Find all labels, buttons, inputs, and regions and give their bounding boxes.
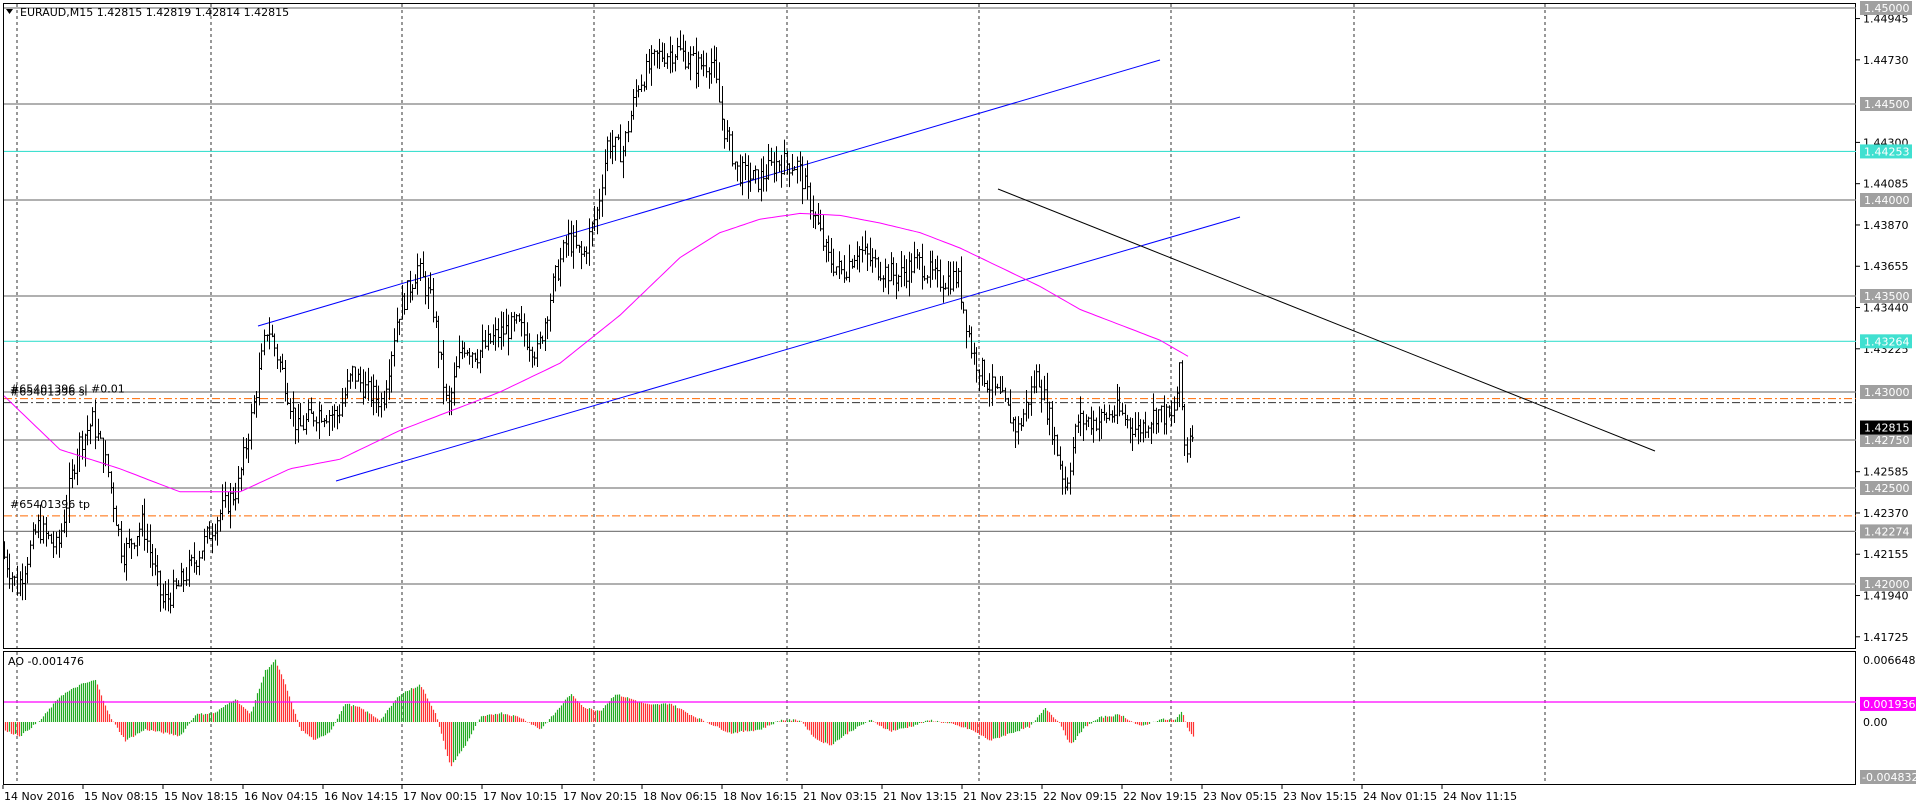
price-tick-label: 1.43870 [1863,219,1909,232]
price-level-badge [1860,193,1912,207]
ao-level-badge [1860,696,1916,711]
price-level-label: 1.42750 [1864,434,1910,447]
time-tick-label: 18 Nov 06:15 [643,790,717,803]
current-price-badge [1860,420,1912,435]
take-profit-label: #65401396 tp [10,498,90,511]
stop-loss-label-short: #65401396 sl [10,386,88,399]
time-axis-labels: 14 Nov 2016 15 Nov 08:15 15 Nov 18:15 16 No… [2,785,1517,803]
ao-panel-frame [3,651,1856,785]
price-tick-label: 1.41725 [1863,631,1909,644]
candlestick-series [3,30,1194,614]
time-tick-label: 15 Nov 18:15 [164,790,238,803]
price-level-label: 1.42000 [1864,578,1910,591]
price-level-badge [1860,577,1912,591]
price-axis-labels: 1.449451.447301.443001.440851.438701.436… [1856,13,1909,644]
time-tick-label: 22 Nov 19:15 [1123,790,1197,803]
trendlines [257,59,1656,482]
ao-bottom-label: -0.004832 [1862,771,1916,784]
price-level-lines [4,7,1856,585]
current-price-label: 1.42815 [1864,422,1910,435]
ao-axis-labels: 0.006648 0.00 0.001936 -0.004832 [1860,654,1916,784]
time-tick-label: 16 Nov 14:15 [324,790,398,803]
time-tick-label: 21 Nov 23:15 [963,790,1037,803]
time-tick-label: 24 Nov 01:15 [1363,790,1437,803]
ao-bottom-badge [1860,770,1916,784]
main-panel-frame [3,3,1856,649]
price-tick-label: 1.42155 [1863,548,1909,561]
downtrend-line[interactable] [997,188,1656,452]
vertical-gridlines [16,4,1546,784]
price-level-badge [1860,144,1912,159]
price-level-badge [1860,289,1912,303]
ao-tick-label: 0.00 [1863,716,1888,729]
price-level-label: 1.43500 [1864,290,1910,303]
price-level-badge [1860,481,1912,495]
price-level-badge [1860,97,1912,111]
time-tick-label: 14 Nov 2016 [4,790,74,803]
price-tick-label: 1.42585 [1863,466,1909,479]
time-tick-label: 16 Nov 04:15 [244,790,318,803]
ao-tick-label: 0.006648 [1863,654,1916,667]
price-level-badge [1860,385,1912,399]
ao-histogram [4,659,1195,767]
chart-title: EURAUD,M15 1.42815 1.42819 1.42814 1.428… [20,6,289,19]
time-tick-label: 15 Nov 08:15 [84,790,158,803]
time-tick-label: 23 Nov 05:15 [1203,790,1277,803]
price-level-label: 1.43000 [1864,386,1910,399]
price-level-label: 1.45000 [1864,2,1910,15]
order-lines: #65401396 sl #0.01#65401396 sl #65401396 … [4,383,1856,517]
time-tick-label: 23 Nov 15:15 [1283,790,1357,803]
moving-average-line [3,212,1189,493]
price-level-label: 1.42500 [1864,482,1910,495]
price-level-label: 1.42274 [1864,525,1910,538]
price-tick-label: 1.43655 [1863,260,1909,273]
chart-menu-triangle-icon[interactable] [6,9,13,14]
time-tick-label: 17 Nov 10:15 [483,790,557,803]
price-level-label: 1.44500 [1864,98,1910,111]
channel-lower-trendline[interactable] [335,216,1241,482]
ao-level-label: 0.001936 [1863,698,1916,711]
price-tick-label: 1.43440 [1863,302,1909,315]
time-tick-label: 18 Nov 16:15 [723,790,797,803]
price-level-label: 1.43264 [1864,335,1910,348]
time-tick-label: 21 Nov 03:15 [803,790,877,803]
price-tick-label: 1.42370 [1863,507,1909,520]
price-level-badge [1860,1,1912,15]
time-tick-label: 24 Nov 11:15 [1443,790,1517,803]
price-tick-label: 1.44085 [1863,178,1909,191]
price-level-badge [1860,524,1912,539]
time-tick-label: 21 Nov 13:15 [883,790,957,803]
price-level-label: 1.44000 [1864,194,1910,207]
ao-title: AO -0.001476 [8,655,84,668]
time-tick-label: 22 Nov 09:15 [1043,790,1117,803]
time-tick-label: 17 Nov 00:15 [403,790,477,803]
price-level-badge [1860,334,1912,349]
price-level-badge [1860,433,1912,447]
price-level-label: 1.44253 [1864,145,1910,158]
channel-upper-trendline[interactable] [257,59,1161,327]
price-tick-label: 1.44945 [1863,13,1909,26]
time-tick-label: 17 Nov 20:15 [563,790,637,803]
price-tick-label: 1.44730 [1863,54,1909,67]
price-level-badges: 1.45000 1.44500 1.44253 1.44000 1.43500 1.432… [1860,1,1912,591]
price-tick-label: 1.41940 [1863,590,1909,603]
stop-loss-label: #65401396 sl #0.01 [10,383,125,396]
